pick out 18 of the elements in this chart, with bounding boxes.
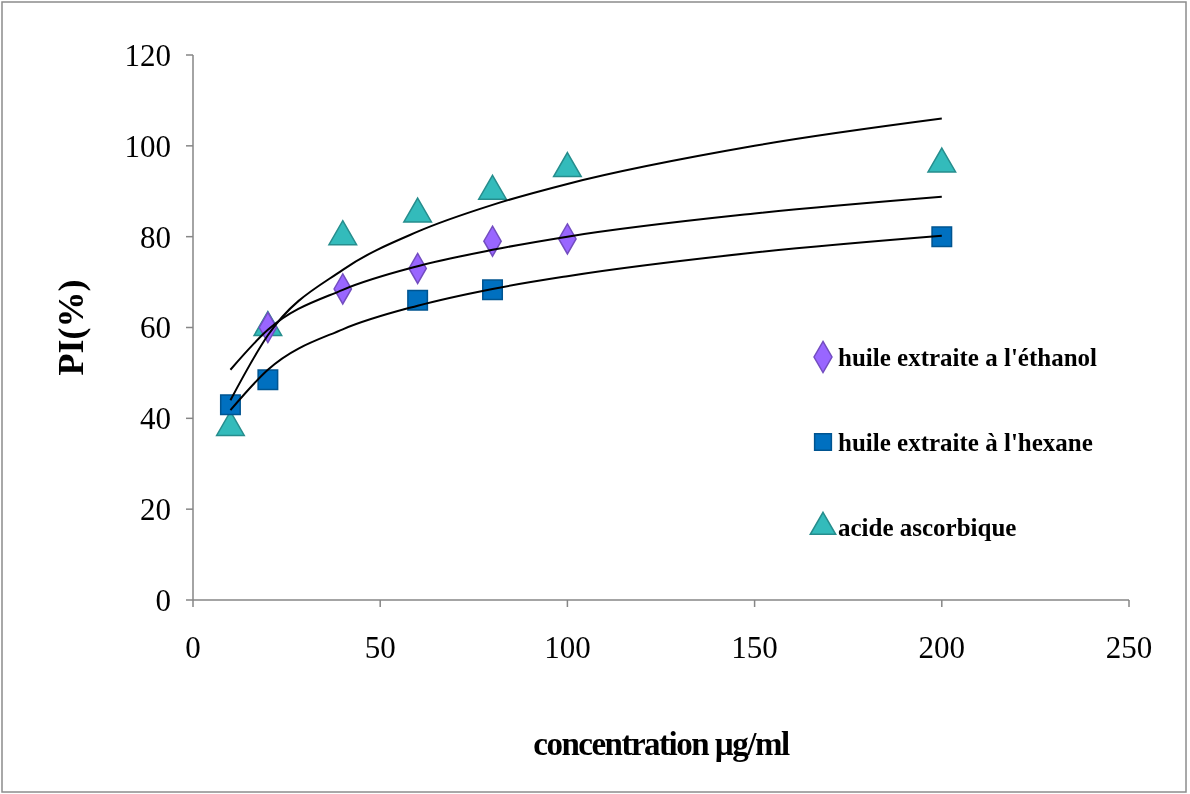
legend-label: huile extraite à l'hexane [838,428,1093,456]
x-tick-label: 200 [918,630,966,665]
y-tick-label: 100 [124,128,171,164]
y-tick-label: 20 [140,492,171,528]
legend-label: huile extraite a l'éthanol [838,343,1098,371]
x-axis-title: concentration µg/ml [533,726,791,762]
y-tick-label: 80 [140,219,171,255]
x-tick-label: 50 [364,630,396,665]
y-tick-label: 40 [140,401,171,437]
y-tick-label: 0 [155,582,171,618]
x-tick-label: 150 [731,630,778,665]
y-axis-title: PI(%) [51,279,91,376]
x-tick-label: 100 [544,630,591,665]
x-tick-label: 0 [185,630,201,665]
y-tick-label: 120 [124,37,171,73]
x-tick-label: 250 [1105,630,1153,665]
y-tick-label: 60 [140,310,171,346]
legend-label: acide ascorbique [838,513,1017,541]
